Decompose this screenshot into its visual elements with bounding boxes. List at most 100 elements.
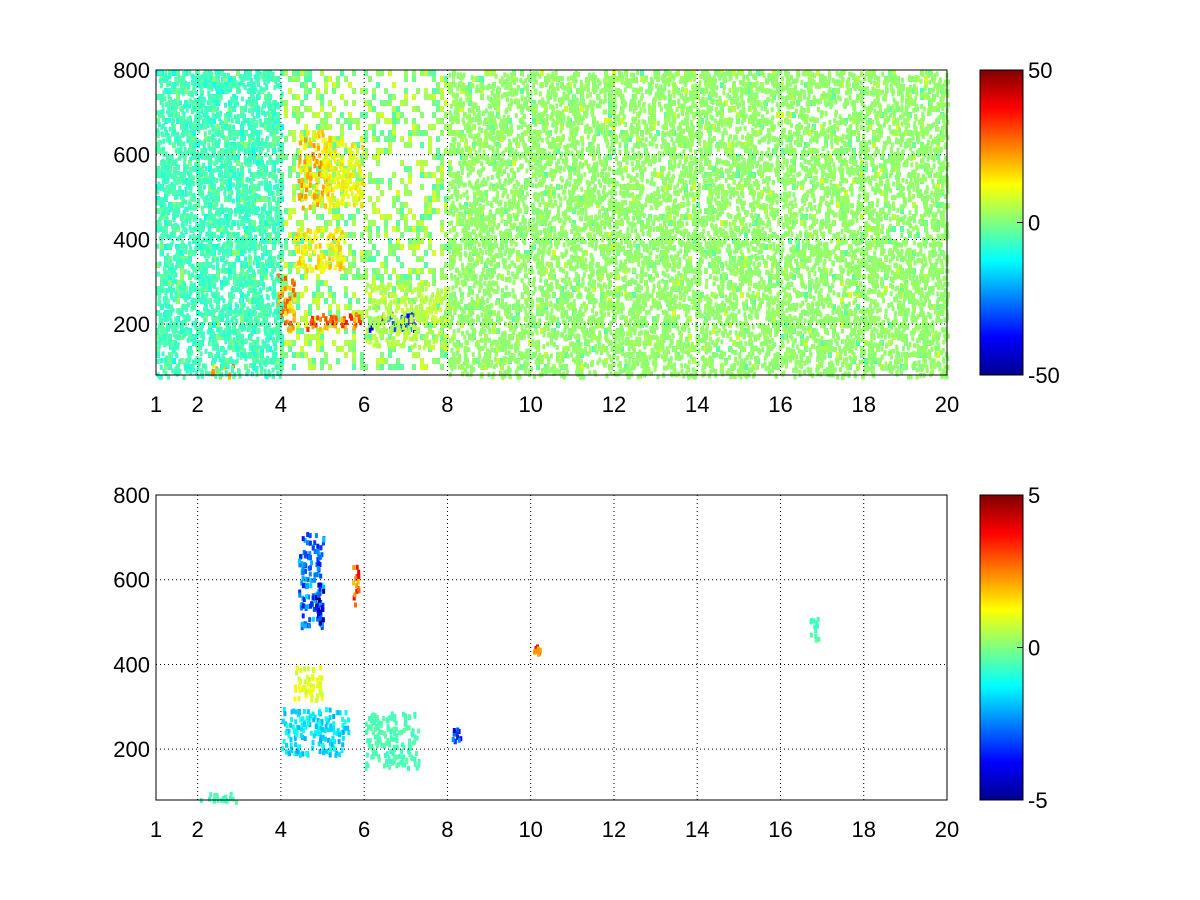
top-heatmap-cell-4 [334,315,338,321]
top-noise-cell [316,340,320,346]
top-noise-cell [864,166,868,172]
top-heatmap-cell-8 [187,91,191,97]
top-heatmap-cell-7 [428,344,432,350]
top-noise-cell [780,148,784,154]
top-heatmap-cell-8 [269,271,273,277]
top-heatmap-cell-8 [232,98,236,104]
top-noise-cell [424,208,428,214]
top-noise-cell [332,82,336,88]
top-heatmap-cell-8 [187,329,191,335]
top-noise-cell [324,352,328,358]
top-heatmap-cell-7 [411,323,415,329]
top-heatmap-cell-4 [311,324,315,330]
top-noise-cell [400,202,404,208]
top-noise-cell [912,214,916,220]
top-noise-cell [420,220,424,226]
top-noise-cell [828,352,832,358]
top-heatmap-cell-6 [333,177,337,183]
top-heatmap-cell-2 [302,144,306,150]
top-heatmap-cell-7 [414,311,418,316]
top-noise-cell [388,238,392,244]
top-noise-cell [836,244,840,250]
top-heatmap-cell-8 [171,239,175,245]
top-heatmap-cell-3 [335,247,339,253]
top-heatmap-cell-8 [233,102,237,108]
top-noise-cell [424,172,428,178]
top-heatmap-cell-8 [188,241,192,247]
top-heatmap-cell-7 [437,296,440,302]
top-noise-cell [424,232,428,238]
top-noise-cell [416,268,420,274]
top-noise-cell [412,130,416,136]
top-heatmap-cell-7 [384,317,388,323]
top-noise-cell [212,76,216,82]
top-heatmap-cell-1 [290,305,294,311]
top-heatmap-cell-8 [188,176,192,182]
top-noise-cell [236,310,240,316]
top-noise-cell [312,364,316,370]
top-noise-cell [292,112,296,118]
top-noise-cell [304,214,308,220]
top-heatmap-cell-3 [334,252,338,257]
top-noise-cell [332,106,336,112]
top-noise-cell [624,154,628,160]
top-noise-cell [676,190,680,196]
top-noise-cell [172,142,176,148]
top-noise-cell [288,130,292,136]
top-noise-cell [340,154,344,160]
top-noise-cell [200,322,204,328]
top-heatmap-cell-8 [168,188,172,194]
top-noise-cell [452,226,456,232]
top-noise-cell [728,142,732,148]
top-noise-cell [748,280,752,286]
top-heatmap-cell-6 [358,193,362,199]
top-heatmap-cell-8 [196,150,200,156]
top-heatmap-cell-8 [200,341,204,347]
top-noise-cell [528,268,532,274]
top-heatmap-cell-8 [161,103,165,108]
top-noise-cell [336,346,340,352]
top-heatmap-cell-8 [214,210,218,216]
top-heatmap-cell-8 [222,347,225,353]
top-heatmap-cell-8 [185,213,189,219]
top-heatmap-cell-6 [350,164,354,170]
top-noise-cell [396,358,400,364]
top-heatmap-cell-6 [336,198,340,204]
top-noise-cell [352,70,356,76]
top-noise-cell [800,220,804,226]
top-noise-cell [408,280,412,286]
top-heatmap-cell-1 [288,286,292,291]
top-heatmap-cell-7 [405,283,409,289]
top-heatmap-cell-7 [366,338,370,344]
top-noise-cell [840,148,844,154]
top-noise-cell [216,322,220,328]
top-noise-cell [244,232,248,238]
top-heatmap-cell-8 [220,268,224,274]
top-heatmap-cell-8 [231,182,235,188]
top-heatmap-cell-8 [264,373,268,379]
top-noise-cell [240,124,244,130]
top-noise-cell [328,220,332,226]
top-noise-cell [460,154,464,160]
top-noise-cell [788,208,792,214]
top-heatmap-cell-7 [385,337,389,343]
top-heatmap-cell-6 [341,185,345,191]
top-noise-cell [340,214,344,220]
top-noise-cell [384,220,388,226]
top-noise-cell [628,250,632,256]
top-noise-cell [324,298,328,304]
top-noise-cell [728,70,732,76]
top-noise-cell [376,160,380,166]
top-noise-cell [792,184,796,190]
top-heatmap-cell-7 [400,283,404,289]
top-heatmap-cell-6 [359,168,363,174]
top-noise-cell [736,334,740,340]
top-noise-cell [400,274,404,280]
top-heatmap-cell-7 [386,315,390,321]
top-heatmap-cell-6 [348,152,352,158]
top-noise-cell [440,352,444,358]
top-noise-cell [772,316,776,322]
top-noise-cell [736,286,740,292]
top-noise-cell [704,268,708,274]
top-heatmap-cell-2 [306,184,310,190]
